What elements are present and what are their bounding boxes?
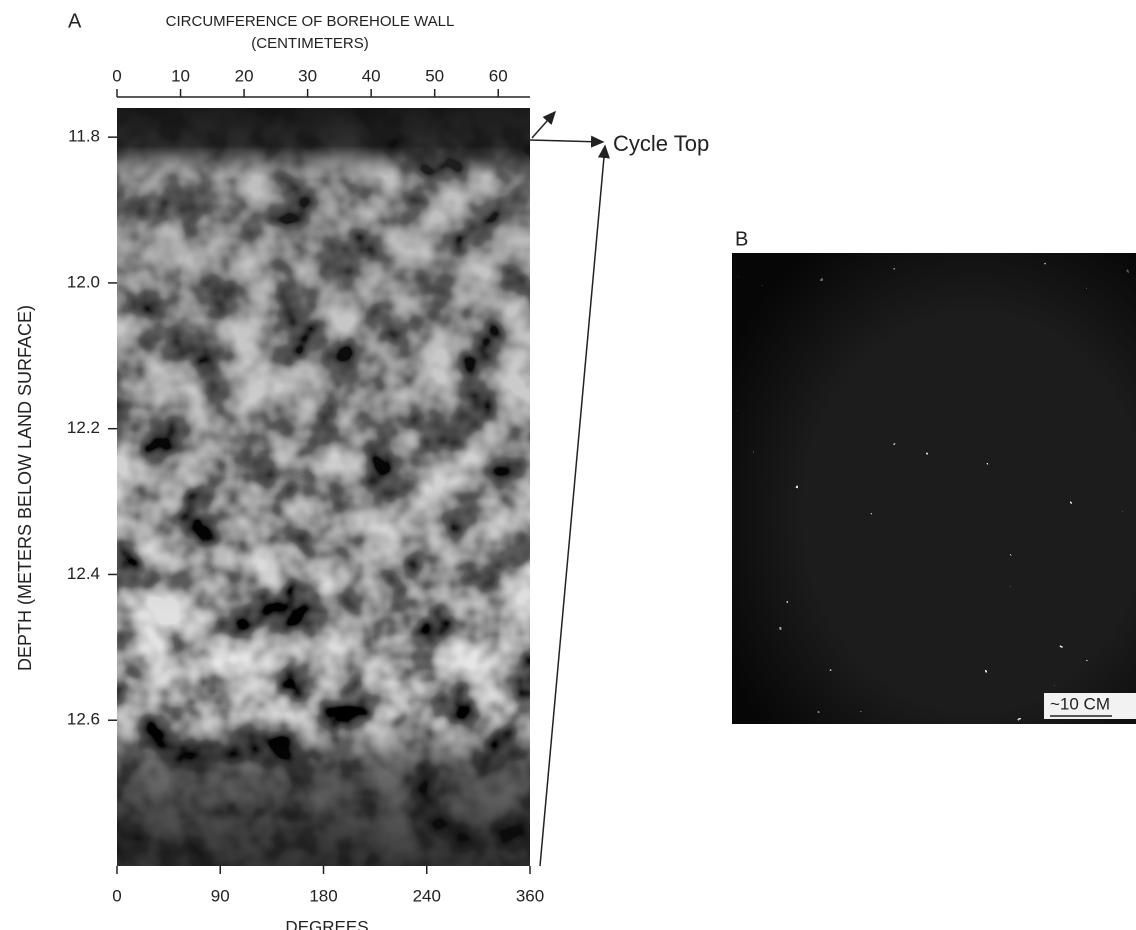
x-tick-label: 0 xyxy=(112,66,121,85)
scale-bar-label: ~10 CM xyxy=(1050,694,1110,713)
x-tick-label: 60 xyxy=(489,66,508,85)
image-shading xyxy=(117,108,530,866)
x-tick-label: 180 xyxy=(309,886,337,905)
left-axis-title: DEPTH (METERS BELOW LAND SURFACE) xyxy=(15,305,35,671)
x-tick-label: 30 xyxy=(298,66,317,85)
x-tick-label: 90 xyxy=(211,886,230,905)
x-tick-label: 40 xyxy=(362,66,381,85)
top-axis-title: CIRCUMFERENCE OF BOREHOLE WALL xyxy=(166,13,455,30)
arrow xyxy=(532,112,555,138)
x-tick-label: 240 xyxy=(413,886,441,905)
page: A CIRCUMFERENCE OF BOREHOLE WALL (CENTIM… xyxy=(0,0,1136,930)
y-tick-label: 11.8 xyxy=(68,127,100,146)
arrow xyxy=(540,146,605,866)
x-tick-label: 360 xyxy=(516,886,544,905)
y-tick-label: 12.4 xyxy=(67,564,100,583)
x-tick-label: 20 xyxy=(235,66,254,85)
arrow xyxy=(530,140,603,142)
y-tick-label: 12.0 xyxy=(67,272,100,291)
figure: A CIRCUMFERENCE OF BOREHOLE WALL (CENTIM… xyxy=(0,0,1136,930)
y-tick-label: 12.2 xyxy=(67,418,100,437)
x-tick-label: 0 xyxy=(112,886,121,905)
y-tick-label: 12.6 xyxy=(67,710,100,729)
x-tick-label: 50 xyxy=(425,66,444,85)
annotation: Cycle Top xyxy=(613,131,709,156)
top-axis-unit: (CENTIMETERS) xyxy=(251,35,369,52)
panel-label: A xyxy=(68,10,82,32)
photo-shading xyxy=(732,253,1136,724)
panel-label: B xyxy=(735,228,748,250)
x-tick-label: 10 xyxy=(171,66,190,85)
bottom-axis-title: DEGREES xyxy=(285,917,368,930)
